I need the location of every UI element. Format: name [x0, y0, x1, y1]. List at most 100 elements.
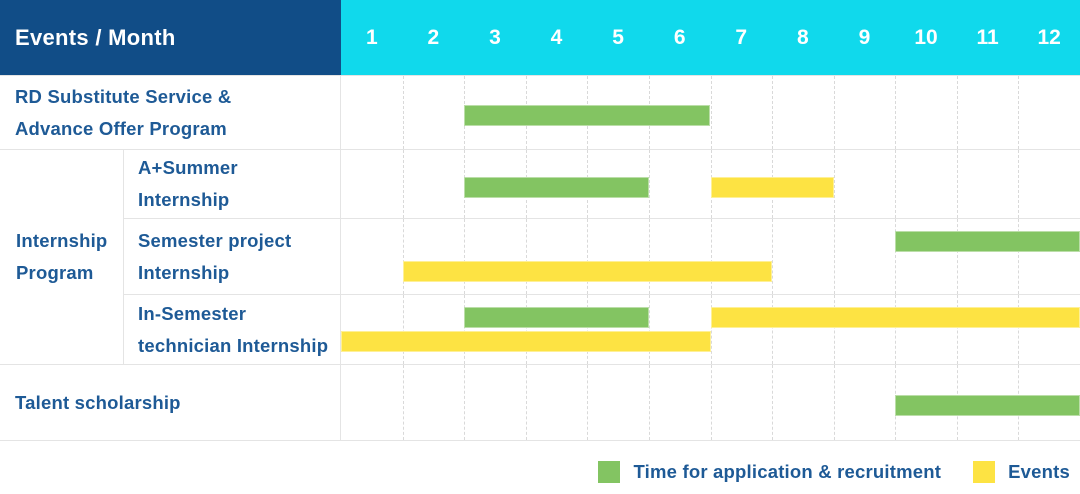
month-grid-cell [1018, 295, 1080, 364]
month-grid-cell [464, 219, 526, 294]
month-grid-cell [341, 76, 403, 149]
month-grid-cell [464, 295, 526, 364]
month-grid-cell [772, 219, 834, 294]
month-grid-cell [525, 365, 588, 440]
row-plot-semester-project-internship [341, 219, 1080, 295]
month-header-6: 6 [673, 25, 686, 49]
gantt-bar-yellow-m7-m12 [710, 307, 1080, 328]
header-events-month-cell: Events / Month [0, 0, 341, 75]
month-grid-cell [833, 365, 896, 440]
month-grid-cell [833, 150, 896, 218]
legend-swatch-yellow [973, 461, 996, 483]
month-grid-cell [895, 150, 957, 218]
month-grid-cell [587, 219, 649, 294]
group-label-internship-program: Internship Program [0, 150, 124, 365]
schedule-table: Events / Month 1 2 3 4 5 6 7 8 9 10 11 12 RD Substi… [0, 0, 1080, 441]
legend: Time for application & recruitment Event… [598, 461, 1070, 483]
month-grid-cell [833, 295, 896, 364]
month-grid-cell [1018, 150, 1080, 218]
row-label-talent-scholarship: Talent scholarship [0, 365, 341, 441]
month-grid-cell [956, 150, 1019, 218]
month-grid-cell [587, 295, 649, 364]
legend-label-events: Events [1008, 461, 1070, 482]
row-label-a-plus-summer-internship: A+Summer Internship [124, 150, 341, 219]
month-header-3: 3 [489, 25, 501, 49]
month-header-11: 11 [976, 25, 999, 49]
group-label-line: Internship [16, 230, 108, 251]
month-header-9: 9 [858, 25, 871, 49]
month-grid-cell [772, 365, 834, 440]
month-header-8: 8 [796, 25, 809, 49]
legend-item-application-recruitment: Time for application & recruitment [598, 461, 941, 483]
month-grid-cell [402, 219, 465, 294]
month-grid-cell [525, 219, 588, 294]
row-plot-in-semester-technician-internship [341, 295, 1080, 365]
row-plot-talent-scholarship [341, 365, 1080, 441]
gantt-bar-yellow-m2-m7 [402, 261, 773, 282]
gantt-bar-yellow-m7-m8 [710, 176, 834, 198]
month-header-row: 1 2 3 4 5 6 7 8 9 10 11 12 [341, 0, 1080, 75]
month-grid-cell [895, 76, 957, 149]
gantt-bar-yellow-m1-m6 [341, 331, 711, 352]
row-plot-a-plus-summer-internship [341, 150, 1080, 219]
month-grid-cell [772, 76, 834, 149]
month-grid-cell [402, 150, 465, 218]
month-grid-cell [895, 295, 957, 364]
month-grid-cell [772, 295, 834, 364]
month-grid-cell [341, 295, 403, 364]
row-label-line: Talent scholarship [15, 391, 181, 413]
month-header-4: 4 [550, 25, 563, 49]
gantt-bar-green-m3-m5 [464, 176, 649, 198]
month-grid-cell [710, 219, 773, 294]
gantt-bar-green-m3-m6 [464, 105, 711, 126]
month-header-2: 2 [427, 25, 440, 49]
legend-swatch-green [598, 461, 621, 483]
month-grid-cell [1018, 76, 1080, 149]
month-grid-cell [710, 76, 773, 149]
month-header-10: 10 [914, 25, 938, 49]
month-grid-cell [833, 219, 896, 294]
month-grid-cell [648, 219, 711, 294]
month-grid-cell [895, 219, 957, 294]
month-header-7: 7 [735, 25, 748, 49]
row-label-line: Internship [138, 261, 230, 283]
gantt-bar-green-m10-m12 [895, 395, 1080, 416]
month-grid-cell [648, 365, 711, 440]
month-grid-cell [341, 219, 403, 294]
month-grid-cell [402, 76, 465, 149]
month-grid-cell [648, 150, 711, 218]
month-grid-cell [341, 150, 403, 218]
month-grid-cell [648, 295, 711, 364]
month-grid-cell [710, 365, 773, 440]
month-grid-cell [341, 365, 403, 440]
month-grid-cell [587, 365, 649, 440]
month-grid-cell [525, 295, 588, 364]
row-label-line: Semester project [138, 229, 292, 251]
legend-label-application-recruitment: Time for application & recruitment [633, 461, 942, 482]
month-header-12: 12 [1037, 25, 1061, 49]
row-plot-rd-substitute-service [341, 75, 1080, 150]
month-grid-cell [710, 295, 773, 364]
gantt-bar-green-m3-m5 [464, 307, 649, 328]
row-label-line: In-Semester [138, 302, 247, 324]
row-label-semester-project-internship: Semester project Internship [124, 219, 341, 295]
month-grid-cell [1018, 219, 1080, 294]
header-title: Events / Month [15, 24, 176, 50]
legend-item-events: Events [973, 461, 1070, 483]
month-grid-cell [833, 76, 896, 149]
row-label-line: technician Internship [138, 334, 329, 356]
month-header-1: 1 [365, 25, 378, 49]
group-label-line: Program [16, 262, 94, 283]
gantt-bar-green-m10-m12 [895, 231, 1080, 252]
month-grid-cell [464, 365, 526, 440]
month-grid-cell [956, 219, 1019, 294]
month-grid-cell [402, 295, 465, 364]
month-grid-cell [956, 76, 1019, 149]
row-label-line: RD Substitute Service & [15, 85, 232, 107]
row-label-in-semester-technician-internship: In-Semester technician Internship [124, 295, 341, 365]
row-label-rd-substitute-service: RD Substitute Service & Advance Offer Pr… [0, 75, 341, 150]
month-header-5: 5 [612, 25, 624, 49]
month-grid-cell [402, 365, 465, 440]
row-label-line: Internship [138, 189, 230, 210]
